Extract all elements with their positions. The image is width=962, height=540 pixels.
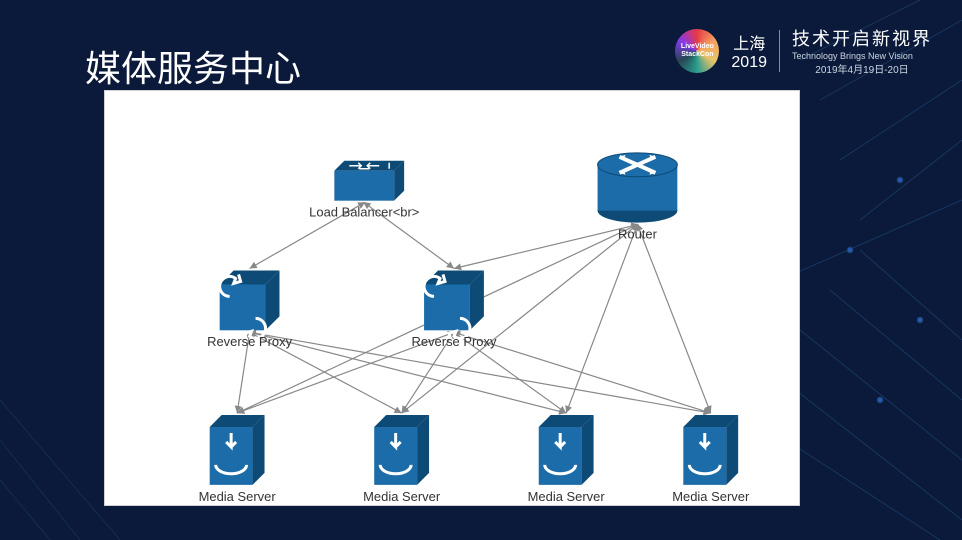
node-lb: Load Balancer<br> <box>309 161 419 220</box>
node-router: Router <box>598 153 678 242</box>
header-branding: LiveVideo StackCon 上海 2019 技术开启新视界 Techn… <box>675 25 932 76</box>
slide-title: 媒体服务中心 <box>85 40 301 92</box>
node-label: Media Server <box>528 489 606 504</box>
node-ms1: Media Server <box>199 415 277 504</box>
year-text: 2019 <box>731 54 767 72</box>
diagram-panel: Load Balancer<br> Router Reverse Proxy Reve… <box>104 90 800 506</box>
node-label: Media Server <box>199 489 277 504</box>
divider <box>779 30 780 72</box>
tagline-cn: 技术开启新视界 <box>792 25 932 51</box>
node-label: Media Server <box>672 489 750 504</box>
nodes: Load Balancer<br> Router Reverse Proxy Reve… <box>199 153 750 504</box>
node-label: Router <box>618 227 658 242</box>
conference-logo-icon: LiveVideo StackCon <box>675 29 719 73</box>
node-label: Load Balancer<br> <box>309 205 419 220</box>
event-date: 2019年4月19日-20日 <box>792 61 932 76</box>
node-label: Reverse Proxy <box>412 334 497 349</box>
network-diagram: Load Balancer<br> Router Reverse Proxy Reve… <box>105 91 799 506</box>
node-rp1: Reverse Proxy <box>207 270 292 349</box>
node-ms4: Media Server <box>672 415 750 504</box>
location-text: 上海 <box>731 30 767 54</box>
node-label: Reverse Proxy <box>207 334 292 349</box>
tagline-en: Technology Brings New Vision <box>792 51 932 61</box>
node-ms2: Media Server <box>363 415 441 504</box>
node-label: Media Server <box>363 489 441 504</box>
node-rp2: Reverse Proxy <box>412 270 497 349</box>
node-ms3: Media Server <box>528 415 606 504</box>
